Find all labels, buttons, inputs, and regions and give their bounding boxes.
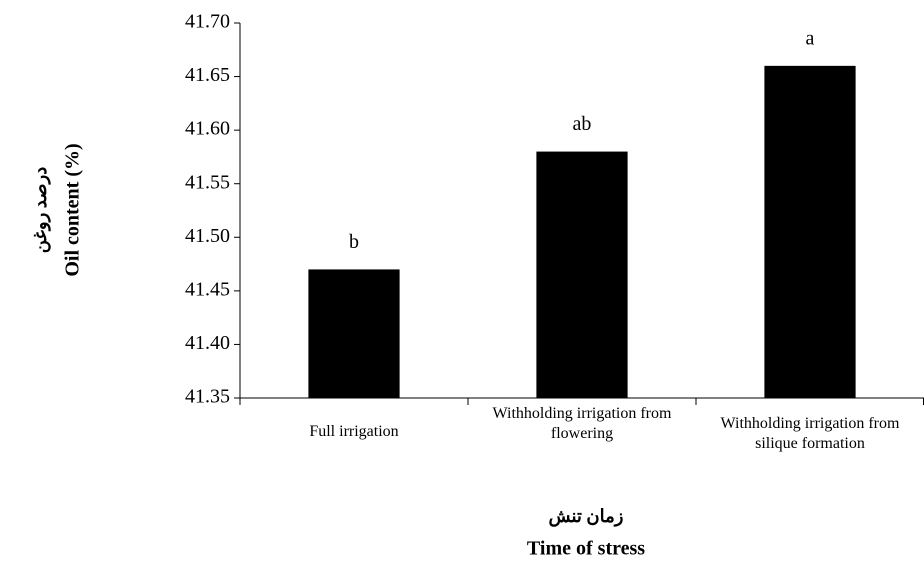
significance-letter: a — [806, 27, 815, 49]
y-title: درصد روغن Oil content (%) — [30, 143, 83, 276]
y-tick-label: 41.60 — [185, 118, 230, 140]
y-tick-label: 41.50 — [185, 225, 230, 247]
y-title-fa: درصد روغن — [30, 167, 51, 253]
significance-letter: b — [349, 231, 359, 253]
bar — [764, 65, 856, 398]
y-title-en: Oil content (%) — [62, 143, 84, 276]
x-title-fa: زمان تنش — [549, 506, 624, 527]
significance-letter: ab — [573, 113, 592, 135]
y-tick-label: 41.40 — [185, 332, 230, 354]
bar — [536, 151, 628, 398]
x-title-en: Time of stress — [527, 538, 645, 560]
y-tick-label: 41.55 — [185, 171, 230, 193]
y-tick-label: 41.45 — [185, 278, 230, 300]
y-tick-label: 41.35 — [185, 386, 230, 408]
x-tick-label: Withholding irrigation from flowering — [492, 405, 672, 442]
y-tick-label: 41.65 — [185, 64, 230, 86]
bar — [308, 269, 400, 398]
x-tick-label: Full irrigation — [309, 423, 399, 440]
y-tick-label: 41.70 — [185, 11, 230, 33]
x-tick-label: Withholding irrigation from silique form… — [720, 415, 900, 452]
